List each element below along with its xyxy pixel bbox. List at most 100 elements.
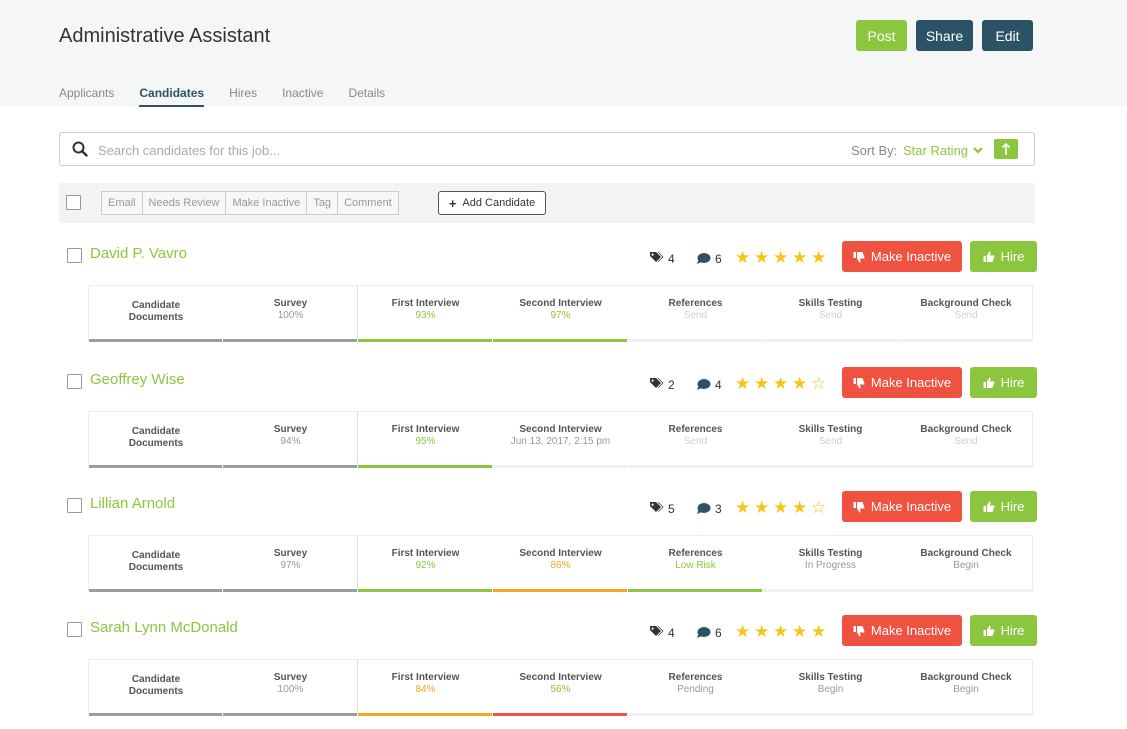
comment-button[interactable]: Comment — [344, 197, 392, 209]
tag-button[interactable]: Tag — [307, 192, 339, 214]
stage-second-interview[interactable]: Second Interview 97% — [493, 286, 628, 342]
stage-candidate-documents[interactable]: Candidate Documents — [89, 536, 223, 592]
stage-background-check[interactable]: Background Check Begin — [898, 660, 1034, 716]
star-rating[interactable]: ★ ★ ★ ★ ☆ — [735, 374, 830, 394]
star-filled-icon[interactable]: ★ — [735, 248, 751, 267]
candidate-checkbox[interactable] — [67, 248, 82, 263]
tab-inactive[interactable]: Inactive — [282, 86, 324, 100]
stage-progress-bar — [89, 589, 222, 592]
share-button[interactable]: Share — [916, 20, 973, 51]
post-button[interactable]: Post — [856, 20, 907, 51]
hire-button[interactable]: Hire — [970, 491, 1037, 522]
stage-survey[interactable]: Survey 100% — [223, 286, 358, 342]
stage-survey[interactable]: Survey 97% — [223, 536, 358, 592]
stage-references[interactable]: References Pending — [628, 660, 763, 716]
stage-skills-testing[interactable]: Skills Testing Begin — [763, 660, 898, 716]
star-empty-icon[interactable]: ☆ — [811, 374, 827, 393]
star-filled-icon[interactable]: ★ — [792, 498, 808, 517]
star-empty-icon[interactable]: ☆ — [811, 498, 827, 517]
star-filled-icon[interactable]: ★ — [754, 248, 770, 267]
star-filled-icon[interactable]: ★ — [773, 498, 789, 517]
star-filled-icon[interactable]: ★ — [735, 374, 751, 393]
star-filled-icon[interactable]: ★ — [773, 374, 789, 393]
stage-first-interview[interactable]: First Interview 93% — [358, 286, 493, 342]
candidate-name[interactable]: David P. Vavro — [90, 245, 187, 262]
stage-background-check[interactable]: Background Check Send — [898, 412, 1034, 468]
sort-direction-button[interactable] — [994, 139, 1018, 159]
stage-second-interview[interactable]: Second Interview Jun 13, 2017, 2:15 pm — [493, 412, 628, 468]
star-filled-icon[interactable]: ★ — [735, 498, 751, 517]
star-filled-icon[interactable]: ★ — [792, 248, 808, 267]
stage-skills-testing[interactable]: Skills Testing Send — [763, 286, 898, 342]
star-filled-icon[interactable]: ★ — [792, 374, 808, 393]
candidate-name[interactable]: Lillian Arnold — [90, 495, 176, 512]
stage-first-interview[interactable]: First Interview 92% — [358, 536, 493, 592]
candidate-name[interactable]: Sarah Lynn McDonald — [90, 619, 238, 636]
hiring-stages: Candidate Documents Survey 97% First Interv… — [88, 535, 1034, 592]
tab-candidates[interactable]: Candidates — [139, 86, 205, 107]
stage-skills-testing[interactable]: Skills Testing Send — [763, 412, 898, 468]
needs-review-button[interactable]: Needs Review — [143, 192, 227, 214]
star-filled-icon[interactable]: ★ — [773, 622, 789, 641]
bulk-make-inactive-button[interactable]: Make Inactive — [226, 192, 308, 214]
stage-background-check[interactable]: Background Check Send — [898, 286, 1034, 342]
make-inactive-button[interactable]: Make Inactive — [842, 241, 962, 272]
make-inactive-button[interactable]: Make Inactive — [842, 615, 962, 646]
stage-references[interactable]: References Send — [628, 286, 763, 342]
star-filled-icon[interactable]: ★ — [811, 622, 827, 641]
thumbs-up-icon — [983, 376, 995, 388]
star-rating[interactable]: ★ ★ ★ ★ ☆ — [735, 498, 830, 518]
email-button[interactable]: Email — [102, 192, 143, 214]
stage-status: 94% — [280, 436, 301, 447]
stage-skills-testing[interactable]: Skills Testing In Progress — [763, 536, 898, 592]
page-header: Administrative Assistant Post Share Edit… — [0, 0, 1127, 107]
stage-label: Second Interview — [519, 672, 602, 683]
stage-survey[interactable]: Survey 94% — [223, 412, 358, 468]
add-candidate-button[interactable]: + Add Candidate — [438, 191, 546, 215]
star-filled-icon[interactable]: ★ — [773, 248, 789, 267]
stage-status: 93% — [415, 310, 436, 321]
tab-details[interactable]: Details — [348, 86, 386, 100]
make-inactive-button[interactable]: Make Inactive — [842, 491, 962, 522]
stage-first-interview[interactable]: First Interview 84% — [358, 660, 493, 716]
hire-button[interactable]: Hire — [970, 367, 1037, 398]
tab-hires[interactable]: Hires — [229, 86, 258, 100]
make-inactive-button[interactable]: Make Inactive — [842, 367, 962, 398]
tab-applicants[interactable]: Applicants — [59, 86, 115, 100]
hire-button[interactable]: Hire — [970, 241, 1037, 272]
stage-label: Survey — [273, 424, 308, 435]
candidate-checkbox[interactable] — [67, 498, 82, 513]
star-rating[interactable]: ★ ★ ★ ★ ★ — [735, 622, 830, 642]
candidate-checkbox[interactable] — [67, 622, 82, 637]
stage-first-interview[interactable]: First Interview 95% — [358, 412, 493, 468]
stage-references[interactable]: References Low Risk — [628, 536, 763, 592]
stage-second-interview[interactable]: Second Interview 86% — [493, 536, 628, 592]
star-filled-icon[interactable]: ★ — [754, 498, 770, 517]
select-all-checkbox[interactable] — [66, 195, 81, 210]
star-filled-icon[interactable]: ★ — [754, 622, 770, 641]
star-filled-icon[interactable]: ★ — [811, 248, 827, 267]
sort-select[interactable]: Star Rating — [903, 143, 969, 158]
star-rating[interactable]: ★ ★ ★ ★ ★ — [735, 248, 830, 268]
stage-candidate-documents[interactable]: Candidate Documents — [89, 286, 223, 342]
stage-label: First Interview — [391, 424, 460, 435]
star-filled-icon[interactable]: ★ — [792, 622, 808, 641]
star-filled-icon[interactable]: ★ — [754, 374, 770, 393]
stage-status: 84% — [415, 684, 436, 695]
stage-background-check[interactable]: Background Check Begin — [898, 536, 1034, 592]
stage-divider — [357, 286, 358, 339]
candidate-checkbox[interactable] — [67, 374, 82, 389]
chevron-down-icon[interactable] — [972, 144, 984, 156]
candidate-name[interactable]: Geoffrey Wise — [90, 371, 185, 388]
stage-references[interactable]: References Send — [628, 412, 763, 468]
stage-survey[interactable]: Survey 100% — [223, 660, 358, 716]
stage-second-interview[interactable]: Second Interview 56% — [493, 660, 628, 716]
stage-candidate-documents[interactable]: Candidate Documents — [89, 412, 223, 468]
comment-icon — [697, 503, 711, 514]
edit-button[interactable]: Edit — [982, 20, 1033, 51]
search-input[interactable] — [98, 140, 598, 160]
star-filled-icon[interactable]: ★ — [735, 622, 751, 641]
hire-button[interactable]: Hire — [970, 615, 1037, 646]
stage-progress-bar — [628, 713, 762, 716]
stage-candidate-documents[interactable]: Candidate Documents — [89, 660, 223, 716]
